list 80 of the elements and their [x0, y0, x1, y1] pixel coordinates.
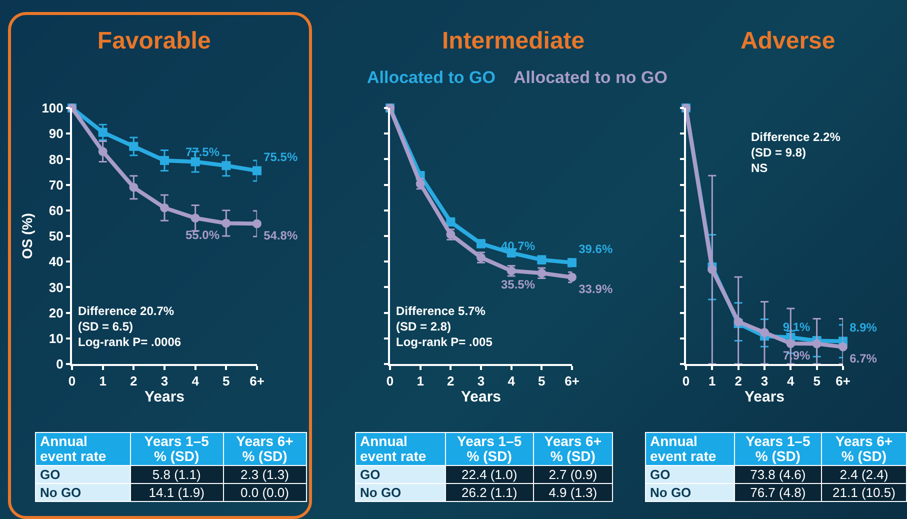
x-tick-label: 1 [99, 374, 106, 389]
text: 2.4 (2.4) [821, 466, 906, 484]
data-label: 33.9% [578, 282, 613, 296]
y-tick-label: 10 [48, 330, 64, 346]
y-tick-label: 30 [48, 280, 64, 295]
text: GO [356, 466, 446, 484]
data-label: 75.5% [264, 150, 298, 164]
text: Allocated to no GO [513, 68, 668, 87]
text: Annual event rate [646, 432, 734, 466]
x-axis-title: Years [744, 388, 785, 406]
x-tick-label: 5 [813, 374, 820, 389]
data-label: 55.0% [186, 228, 220, 242]
y-tick-label: 60 [48, 202, 64, 218]
x-tick-label: 4 [508, 374, 516, 389]
annotation: Difference 2.2% (SD = 9.8) NS [751, 130, 841, 176]
x-tick-label: 4 [192, 374, 200, 389]
text: No GO [356, 484, 446, 502]
y-tick-label: 40 [48, 254, 64, 270]
series-label: Allocated to GO [367, 68, 496, 87]
y-axis-title: OS (%) [18, 213, 35, 259]
x-tick-label: 6+ [564, 374, 580, 389]
x-tick-label: 1 [708, 374, 716, 389]
data-label: 8.9% [850, 320, 878, 335]
y-tick-label: 90 [48, 126, 64, 142]
text: No GO [646, 484, 734, 502]
text: 21.1 (10.5) [821, 484, 906, 502]
x-tick-label: 6+ [836, 374, 851, 389]
y-tick-label: 80 [48, 152, 64, 167]
text: 22.4 (1.0) [445, 466, 534, 484]
text: 4.9 (1.3) [533, 484, 612, 502]
x-tick-label: 3 [477, 374, 485, 389]
chart-title: Favorable [97, 27, 211, 54]
text: 14.1 (1.9) [130, 484, 223, 502]
y-tick-label: 50 [48, 228, 64, 244]
data-label: 6.7% [850, 351, 878, 366]
text: 2.7 (0.9) [533, 466, 612, 484]
x-tick-label: 0 [68, 374, 76, 389]
data-label: 54.8% [264, 228, 298, 242]
x-tick-label: 3 [160, 374, 168, 389]
x-tick-label: 3 [760, 374, 768, 389]
x-tick-label: 5 [222, 374, 230, 389]
text: Years 1–5 % (SD) [734, 432, 822, 466]
chart-title: Intermediate [442, 27, 585, 54]
annotation: Difference 5.7% (SD = 2.8) Log-rank P= .005 [396, 304, 493, 350]
y-tick-label: 100 [42, 100, 64, 116]
text: Years 6+ % (SD) [533, 432, 612, 466]
x-tick-label: 4 [787, 374, 796, 389]
x-axis-title: Years [144, 388, 185, 406]
data-label: 77.5% [186, 144, 220, 159]
text: 76.7 (4.8) [734, 484, 822, 502]
y-tick-label: 70 [48, 177, 64, 192]
y-tick-label: 20 [48, 305, 64, 320]
text: 2.3 (1.3) [223, 466, 306, 484]
text: Years 1–5 % (SD) [130, 432, 223, 466]
text: No GO [36, 484, 130, 502]
text: Years 1–5 % (SD) [445, 432, 534, 466]
data-label: 39.6% [578, 242, 613, 256]
x-tick-label: 6+ [250, 374, 265, 389]
text: Years 6+ % (SD) [821, 432, 906, 466]
text: Annual event rate [36, 432, 130, 466]
x-tick-label: 2 [734, 374, 742, 389]
x-tick-label: 0 [386, 374, 394, 389]
x-tick-label: 5 [538, 374, 546, 389]
chart-title: Adverse [740, 27, 836, 54]
x-tick-label: 0 [682, 374, 690, 389]
annotation: Difference 20.7% (SD = 6.5) Log-rank P= .0006 [78, 304, 182, 350]
x-axis-title: Years [460, 388, 502, 406]
text: 26.2 (1.1) [445, 484, 534, 502]
text: 0.0 (0.0) [223, 484, 306, 502]
text: Annual event rate [356, 432, 446, 466]
text: GO [646, 466, 734, 484]
text: 5.8 (1.1) [130, 466, 223, 484]
y-tick-label: 0 [56, 356, 64, 372]
text: GO [36, 466, 130, 484]
text: 73.8 (4.6) [734, 466, 822, 484]
text: Years 6+ % (SD) [223, 432, 306, 466]
data-label: 35.5% [501, 278, 536, 292]
x-tick-label: 2 [130, 374, 138, 389]
x-tick-label: 1 [416, 374, 424, 389]
x-tick-label: 2 [447, 374, 454, 389]
